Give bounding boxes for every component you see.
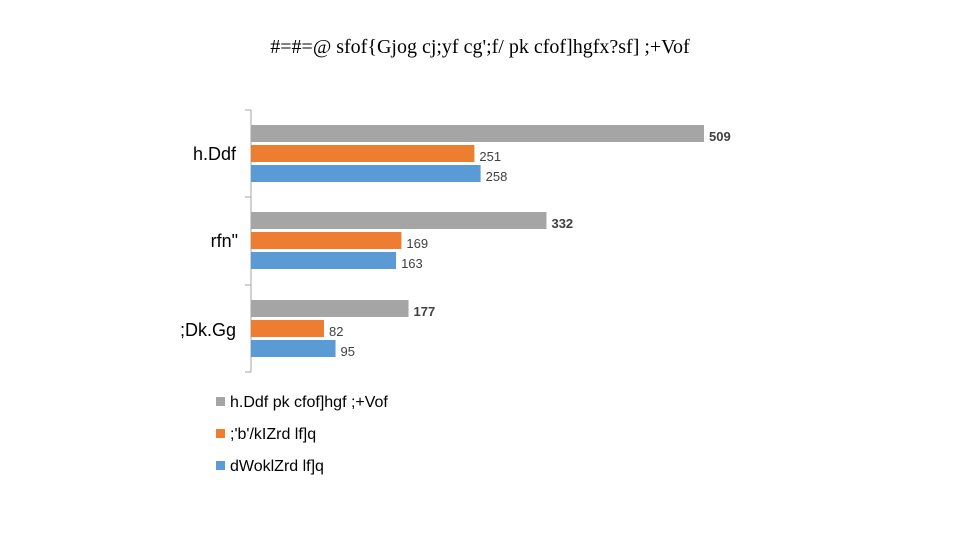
data-label: 95 (341, 344, 355, 359)
legend-label: dWoklZrd lf]q (230, 458, 324, 475)
legend-label: ;'b'/kIZrd lf]q (230, 426, 316, 443)
bar (251, 125, 704, 142)
data-label: 169 (406, 236, 428, 251)
data-label: 177 (414, 304, 436, 319)
bar (251, 252, 397, 269)
category-label: h.Ddf (193, 144, 237, 164)
data-label: 163 (401, 256, 423, 271)
chart-title: #=#=@ sfof{Gjog cj;yf cg';f/ pk cfof]hgf… (270, 36, 690, 58)
data-label: 258 (486, 169, 508, 184)
bar (251, 145, 475, 162)
bar (251, 320, 324, 337)
data-label: 82 (329, 324, 343, 339)
legend-swatch (216, 397, 225, 406)
legend-label: h.Ddf pk cfof]hgf ;+Vof (230, 394, 388, 411)
category-label: ;Dk.Gg (180, 320, 236, 340)
category-label: rfn" (211, 231, 238, 251)
bar (251, 232, 402, 249)
bar (251, 212, 547, 229)
data-label: 509 (709, 129, 731, 144)
data-label: 332 (551, 216, 573, 231)
legend-swatch (216, 429, 225, 438)
bar (251, 165, 481, 182)
bar (251, 300, 409, 317)
legend-swatch (216, 461, 225, 470)
data-label: 251 (479, 149, 501, 164)
bar (251, 340, 336, 357)
